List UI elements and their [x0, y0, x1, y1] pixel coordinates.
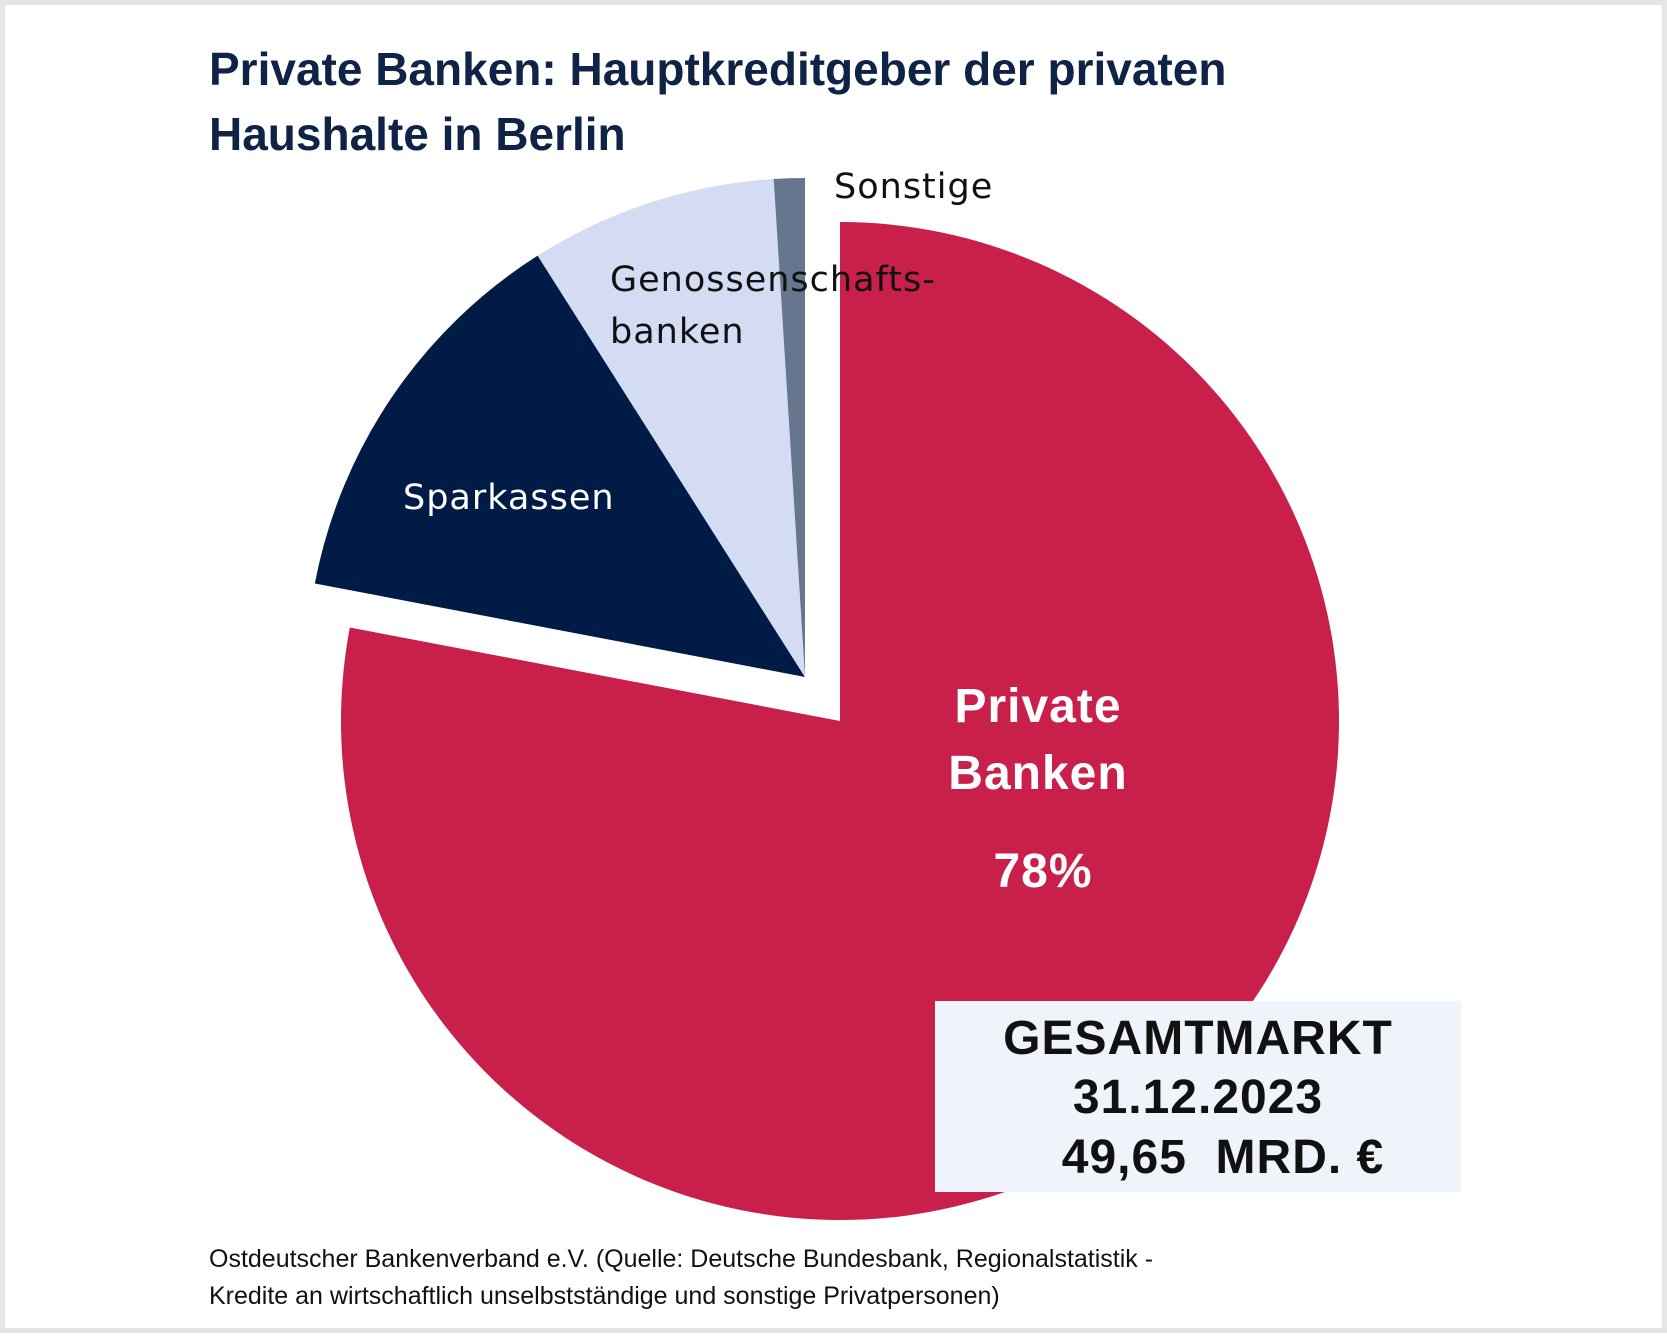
label-genossenschaftsbanken-line-1: Genossenschafts- [610, 260, 936, 300]
total-market-value: 49,65 MRD. € [1062, 1131, 1384, 1184]
pie-slice-private-banken [340, 222, 1339, 1220]
total-market-box [935, 1001, 1461, 1192]
pie-chart: Private Banken: Hauptkreditgeber der pri… [209, 43, 1461, 1310]
total-market-date: 31.12.2023 [1073, 1071, 1323, 1124]
chart-title-line-2: Haushalte in Berlin [209, 108, 626, 160]
label-private-banken-line-1: Private [954, 680, 1121, 733]
pie-slice-genossenschaftsbanken [537, 178, 805, 677]
label-sparkassen: Sparkassen [403, 478, 615, 518]
pie-slice-sparkassen [314, 255, 805, 677]
label-private-banken-value: 78% [993, 845, 1092, 898]
label-private-banken-line-2: Banken [948, 747, 1127, 800]
chart-title-line-1: Private Banken: Hauptkreditgeber der pri… [209, 43, 1226, 95]
footer-source-line-1: Ostdeutscher Bankenverband e.V. (Quelle:… [209, 1245, 1153, 1273]
footer-source-line-2: Kredite an wirtschaftlich unselbstständi… [209, 1282, 1000, 1310]
label-sonstige: Sonstige [834, 167, 993, 207]
label-genossenschaftsbanken-line-2: banken [610, 312, 745, 352]
pie-slice-sonstige [773, 178, 805, 677]
total-market-heading: GESAMTMARKT [1003, 1012, 1393, 1065]
